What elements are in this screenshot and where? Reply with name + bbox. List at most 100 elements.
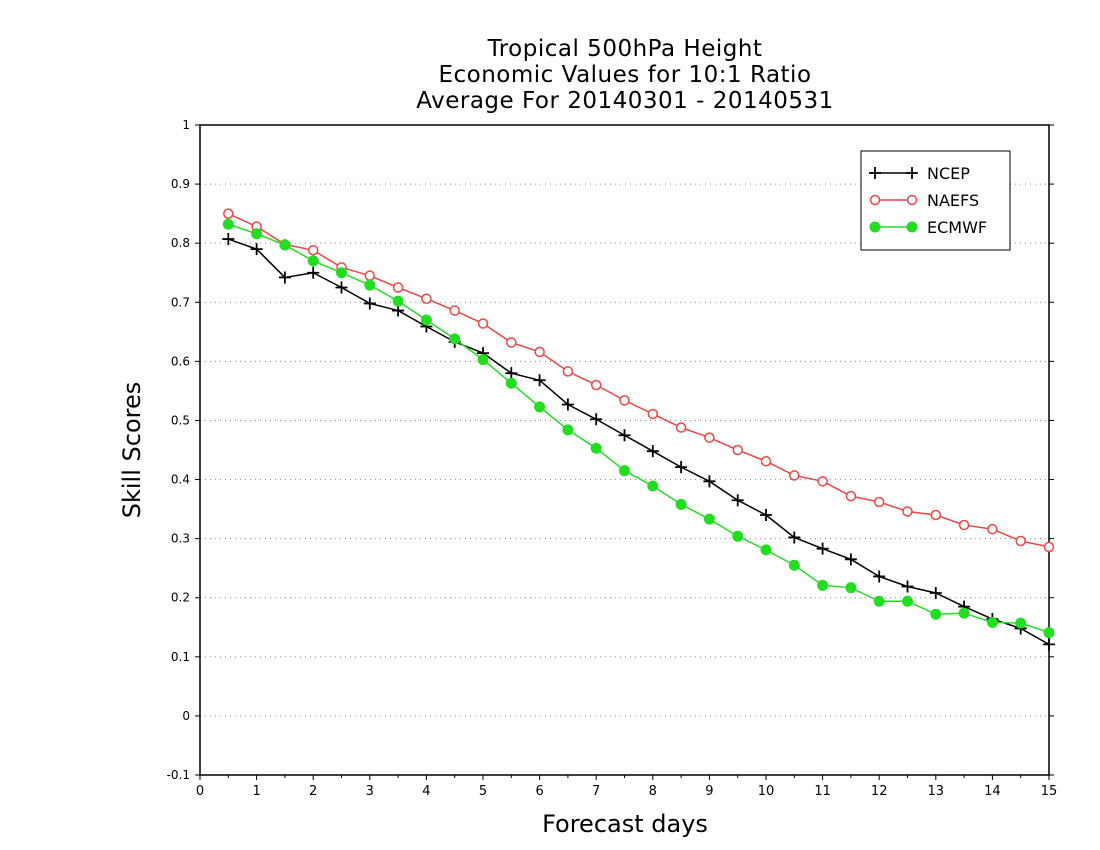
y-tick-label: 0.2 (171, 591, 190, 605)
data-point-ncep (788, 531, 801, 544)
data-point-ecmwf (307, 255, 319, 267)
x-tick-label: 15 (1041, 784, 1058, 799)
legend-marker-naefs (906, 194, 918, 206)
x-tick-label: 7 (592, 784, 600, 799)
data-point-naefs (845, 490, 857, 502)
data-point-ecmwf (420, 314, 432, 326)
x-tick-label: 2 (309, 784, 317, 799)
data-point-ecmwf (1043, 627, 1055, 639)
y-tick-label: -0.1 (167, 768, 190, 782)
data-point-ncep (760, 509, 772, 521)
data-point-ecmwf (760, 544, 772, 556)
data-point-ncep (533, 374, 546, 387)
data-point-ecmwf (732, 530, 744, 542)
x-tick-label: 13 (928, 784, 945, 799)
y-tick-label: 0.6 (171, 354, 190, 368)
x-tick-label: 11 (814, 784, 831, 799)
data-point-ncep (675, 461, 688, 474)
data-point-ncep (250, 243, 263, 256)
data-point-naefs (732, 444, 743, 456)
data-point-ecmwf (902, 595, 913, 607)
y-tick-label: 0.1 (171, 650, 190, 664)
y-tick-label: 0.7 (171, 295, 190, 309)
legend-marker-ecmwf (869, 221, 881, 233)
data-point-ecmwf (845, 582, 857, 594)
data-point-ncep (307, 266, 320, 279)
data-point-naefs (1043, 541, 1055, 553)
data-point-ecmwf (873, 595, 885, 607)
data-point-naefs (873, 496, 885, 508)
data-point-ecmwf (505, 377, 517, 389)
data-point-ecmwf (477, 354, 489, 366)
data-point-ecmwf (817, 579, 829, 591)
data-point-ecmwf (534, 401, 546, 413)
data-point-ncep (844, 553, 857, 566)
data-point-naefs (987, 523, 998, 535)
legend-label-ncep: NCEP (927, 164, 970, 183)
data-point-ecmwf (449, 333, 461, 345)
data-point-ncep (816, 542, 829, 555)
y-axis-label: Skill Scores (118, 381, 146, 519)
data-point-ecmwf (590, 442, 602, 454)
data-point-ecmwf (562, 424, 574, 436)
series-line-ncep (228, 238, 1050, 646)
data-point-naefs (223, 208, 234, 219)
data-point-ecmwf (251, 228, 263, 240)
series-line-naefs (227, 212, 1050, 548)
data-point-ecmwf (647, 480, 659, 492)
data-point-naefs (392, 282, 404, 293)
data-point-naefs (477, 318, 489, 329)
chart-title-line-2: Economic Values for 10:1 Ratio (438, 62, 812, 88)
data-point-naefs (1015, 535, 1026, 547)
data-point-ncep (929, 587, 942, 599)
x-tick-label: 3 (366, 784, 374, 799)
x-tick-label: 4 (422, 784, 430, 799)
x-tick-label: 6 (535, 784, 543, 799)
y-tick-label: 0 (182, 709, 190, 723)
data-point-naefs (675, 422, 687, 433)
data-point-ncep (1043, 638, 1055, 651)
data-point-ecmwf (619, 465, 630, 477)
data-point-ncep (731, 494, 744, 507)
x-tick-label: 10 (758, 784, 775, 799)
x-tick-label: 14 (984, 784, 1001, 799)
data-point-ncep (703, 475, 716, 488)
data-point-naefs (562, 366, 574, 377)
data-point-naefs (534, 346, 545, 358)
legend-marker-ncep (906, 167, 918, 179)
data-point-naefs (958, 519, 970, 531)
data-point-ecmwf (222, 218, 234, 230)
data-point-ecmwf (1015, 617, 1027, 629)
data-point-ecmwf (279, 239, 291, 251)
data-point-naefs (930, 509, 942, 521)
y-tick-label: 0.8 (171, 236, 190, 250)
data-point-ncep (590, 413, 603, 426)
data-point-ecmwf (364, 279, 376, 291)
data-point-ecmwf (958, 607, 970, 619)
x-tick-label: 8 (649, 784, 657, 799)
data-point-ncep (335, 281, 348, 294)
data-point-naefs (647, 408, 659, 420)
data-point-naefs (619, 395, 630, 406)
y-tick-label: 0.9 (171, 177, 190, 191)
legend-marker-ncep (869, 167, 881, 179)
data-point-naefs (506, 337, 517, 348)
data-point-ncep (561, 398, 574, 411)
legend-marker-ecmwf (906, 221, 918, 233)
data-point-ncep (505, 367, 518, 380)
data-point-ncep (618, 429, 631, 442)
data-point-naefs (789, 470, 800, 481)
data-point-ncep (278, 271, 291, 284)
data-point-ecmwf (703, 513, 715, 525)
data-point-ncep (646, 445, 659, 458)
y-tick-label: 0.4 (171, 473, 190, 487)
y-tick-label: 1 (182, 118, 190, 132)
data-point-ncep (901, 580, 914, 593)
data-point-naefs (364, 270, 376, 281)
y-tick-label: 0.5 (171, 413, 190, 427)
data-point-ecmwf (675, 498, 687, 510)
data-point-naefs (760, 455, 772, 467)
data-point-ncep (363, 297, 376, 310)
